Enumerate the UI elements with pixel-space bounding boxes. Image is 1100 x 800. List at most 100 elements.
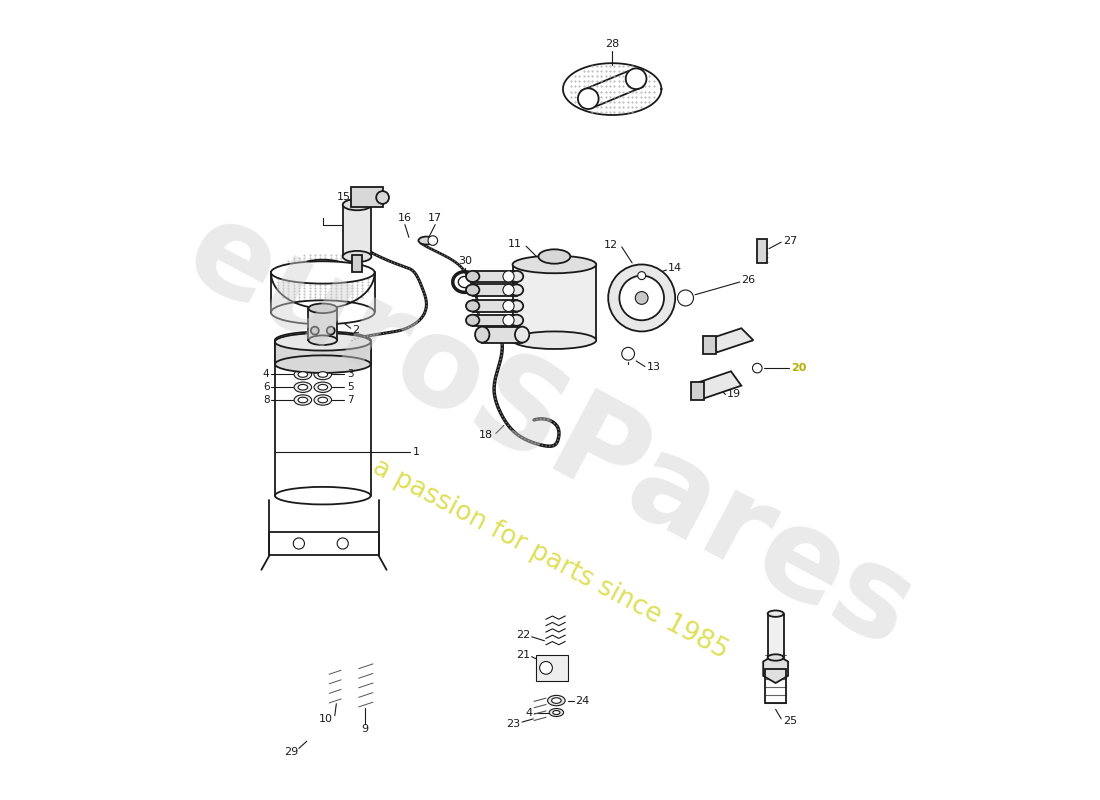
Text: 3: 3 [346, 370, 353, 379]
Text: 21: 21 [516, 650, 530, 660]
Text: 4: 4 [526, 707, 532, 718]
Text: euroSPares: euroSPares [166, 190, 934, 674]
Text: 22: 22 [516, 630, 530, 640]
Ellipse shape [548, 695, 565, 706]
Bar [473, 285, 517, 295]
Bar [513, 265, 596, 340]
Ellipse shape [298, 385, 308, 390]
Circle shape [636, 291, 648, 304]
Circle shape [337, 538, 349, 549]
Ellipse shape [275, 487, 371, 505]
Text: 16: 16 [398, 213, 411, 223]
Text: 17: 17 [428, 213, 442, 223]
Text: 15: 15 [337, 192, 351, 202]
Text: 18: 18 [478, 430, 493, 440]
Text: 24: 24 [575, 695, 590, 706]
Text: 9: 9 [362, 724, 369, 734]
Ellipse shape [509, 300, 524, 311]
Bar [473, 271, 517, 282]
Ellipse shape [466, 271, 480, 282]
Ellipse shape [297, 260, 349, 278]
Text: 1: 1 [412, 447, 420, 457]
Bar [275, 342, 371, 364]
Text: 19: 19 [727, 390, 741, 399]
Ellipse shape [768, 654, 783, 661]
Circle shape [638, 272, 646, 280]
Ellipse shape [294, 370, 311, 380]
Ellipse shape [308, 335, 337, 345]
Text: 5: 5 [346, 382, 353, 392]
Bar [691, 382, 704, 400]
Bar [343, 205, 372, 257]
Text: 2: 2 [352, 325, 360, 335]
Ellipse shape [475, 326, 490, 342]
Circle shape [626, 68, 647, 89]
Text: 27: 27 [783, 235, 798, 246]
Text: 29: 29 [284, 747, 298, 758]
Ellipse shape [318, 385, 328, 390]
Text: 23: 23 [506, 718, 520, 729]
Text: 30: 30 [458, 256, 472, 266]
Ellipse shape [509, 271, 524, 282]
Bar [473, 314, 517, 326]
Ellipse shape [513, 256, 596, 274]
Ellipse shape [318, 398, 328, 402]
Bar [308, 308, 337, 340]
Ellipse shape [271, 262, 375, 284]
Ellipse shape [513, 331, 596, 349]
Text: 10: 10 [319, 714, 333, 724]
Circle shape [327, 326, 334, 334]
Ellipse shape [466, 285, 480, 295]
Bar [703, 336, 716, 354]
Ellipse shape [318, 372, 328, 378]
Bar [757, 239, 767, 263]
Ellipse shape [768, 610, 783, 617]
Ellipse shape [314, 395, 331, 405]
Text: 20: 20 [792, 363, 807, 373]
Text: 26: 26 [741, 275, 756, 286]
Circle shape [752, 363, 762, 373]
Ellipse shape [509, 314, 524, 326]
Circle shape [311, 326, 319, 334]
Polygon shape [763, 654, 788, 683]
Ellipse shape [298, 398, 308, 402]
Ellipse shape [509, 285, 524, 295]
Text: 7: 7 [346, 395, 353, 405]
Circle shape [608, 265, 675, 331]
Text: a passion for parts since 1985: a passion for parts since 1985 [367, 454, 733, 665]
Text: 6: 6 [263, 382, 270, 392]
Ellipse shape [294, 382, 311, 393]
Circle shape [503, 314, 514, 326]
Circle shape [678, 290, 693, 306]
Circle shape [621, 347, 635, 360]
Text: 14: 14 [668, 263, 682, 274]
Circle shape [578, 88, 598, 109]
Bar [473, 300, 517, 311]
Ellipse shape [298, 372, 308, 378]
Ellipse shape [275, 333, 371, 350]
Polygon shape [705, 328, 754, 352]
Ellipse shape [551, 698, 561, 703]
Ellipse shape [314, 370, 331, 380]
Circle shape [503, 285, 514, 295]
Circle shape [540, 662, 552, 674]
Bar [482, 326, 522, 342]
Circle shape [503, 271, 514, 282]
Circle shape [503, 300, 514, 311]
Ellipse shape [549, 709, 563, 717]
Ellipse shape [376, 191, 389, 204]
Bar [766, 670, 786, 703]
Ellipse shape [308, 303, 337, 313]
Bar [351, 187, 383, 207]
Text: 28: 28 [605, 39, 619, 50]
Ellipse shape [314, 382, 331, 393]
Ellipse shape [343, 199, 372, 210]
Ellipse shape [343, 251, 372, 262]
Text: 11: 11 [508, 238, 522, 249]
Ellipse shape [466, 314, 480, 326]
Ellipse shape [294, 395, 311, 405]
Circle shape [294, 538, 305, 549]
Text: 13: 13 [647, 362, 661, 371]
Bar [768, 614, 783, 658]
Ellipse shape [418, 237, 434, 245]
